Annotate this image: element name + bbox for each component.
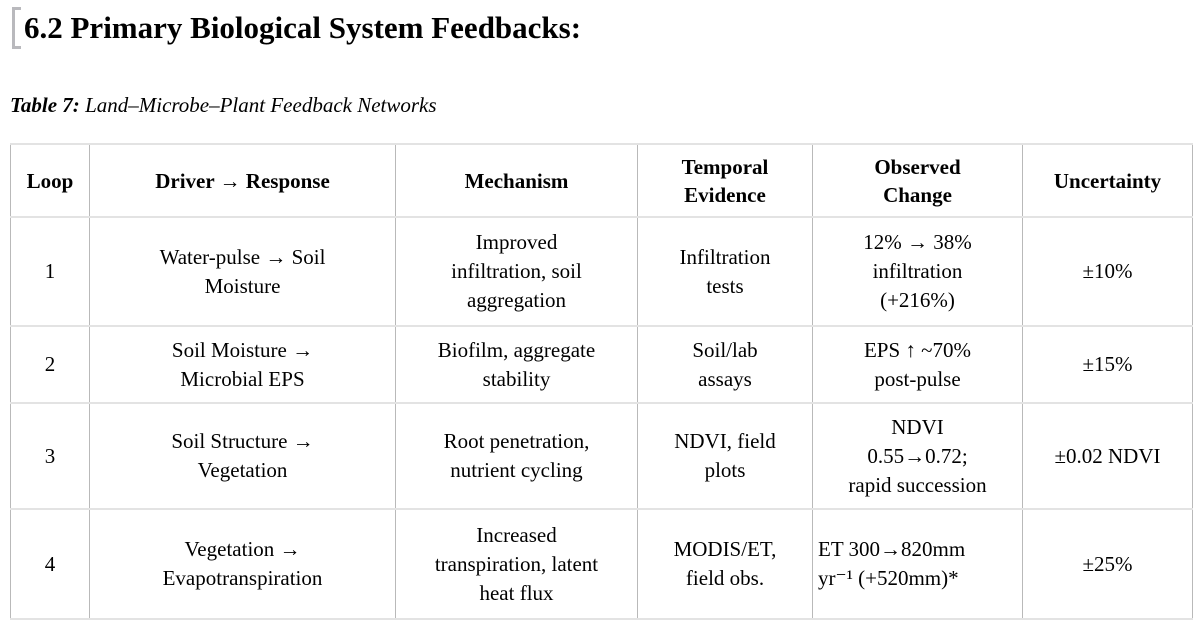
cell-observed-change: ET 300→820mm yr⁻¹ (+520mm)* (812, 508, 1023, 620)
table-row: 4 Vegetation → Evapotranspiration Increa… (10, 508, 1193, 620)
cell-temporal-evidence: Infiltration tests (637, 216, 813, 327)
cell-mechanism: Root penetration, nutrient cycling (395, 402, 638, 510)
cell-uncertainty: ±0.02 NDVI (1022, 402, 1193, 510)
feedback-table: Loop Driver → Response Mechanism Tempora… (10, 143, 1193, 620)
col-header-uncertainty: Uncertainty (1022, 143, 1193, 218)
col-header-observed-change: Observed Change (812, 143, 1023, 218)
text-cursor-icon (10, 7, 22, 49)
cell-driver-response: Water-pulse → Soil Moisture (89, 216, 396, 327)
table-row: 1 Water-pulse → Soil Moisture Improved i… (10, 216, 1193, 327)
cell-driver-response: Soil Structure → Vegetation (89, 402, 396, 510)
cell-driver-response: Soil Moisture → Microbial EPS (89, 325, 396, 404)
table-row: 2 Soil Moisture → Microbial EPS Biofilm,… (10, 325, 1193, 404)
cell-mechanism: Biofilm, aggregate stability (395, 325, 638, 404)
section-heading-text: 6.2 Primary Biological System Feedbacks: (24, 10, 582, 45)
cell-loop: 4 (10, 508, 90, 620)
cell-uncertainty: ±25% (1022, 508, 1193, 620)
table-header-row: Loop Driver → Response Mechanism Tempora… (10, 143, 1193, 218)
cell-loop: 2 (10, 325, 90, 404)
col-header-temporal-evidence: Temporal Evidence (637, 143, 813, 218)
cell-uncertainty: ±15% (1022, 325, 1193, 404)
cell-observed-change: EPS ↑ ~70% post-pulse (812, 325, 1023, 404)
cell-mechanism: Improved infiltration, soil aggregation (395, 216, 638, 327)
col-header-loop: Loop (10, 143, 90, 218)
table-caption: Table 7: Land–Microbe–Plant Feedback Net… (10, 92, 1192, 118)
cell-loop: 3 (10, 402, 90, 510)
cell-loop: 1 (10, 216, 90, 327)
cell-temporal-evidence: MODIS/ET, field obs. (637, 508, 813, 620)
table-caption-label: Table 7: (10, 93, 80, 117)
col-header-mechanism: Mechanism (395, 143, 638, 218)
cell-observed-change: NDVI 0.55→0.72; rapid succession (812, 402, 1023, 510)
col-header-driver-response: Driver → Response (89, 143, 396, 218)
section-heading: 6.2 Primary Biological System Feedbacks: (10, 6, 1192, 50)
table-caption-title: Land–Microbe–Plant Feedback Networks (79, 93, 437, 117)
cell-uncertainty: ±10% (1022, 216, 1193, 327)
cell-driver-response: Vegetation → Evapotranspiration (89, 508, 396, 620)
cell-temporal-evidence: NDVI, field plots (637, 402, 813, 510)
cell-mechanism: Increased transpiration, latent heat flu… (395, 508, 638, 620)
cell-temporal-evidence: Soil/lab assays (637, 325, 813, 404)
table-row: 3 Soil Structure → Vegetation Root penet… (10, 402, 1193, 510)
cell-observed-change: 12% → 38% infiltration (+216%) (812, 216, 1023, 327)
